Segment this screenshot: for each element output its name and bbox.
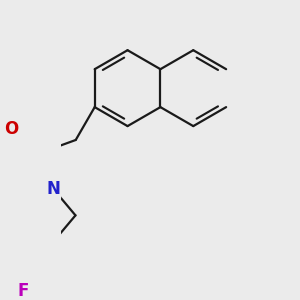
Text: F: F <box>17 282 29 300</box>
Text: N: N <box>46 180 60 198</box>
Text: O: O <box>4 120 18 138</box>
